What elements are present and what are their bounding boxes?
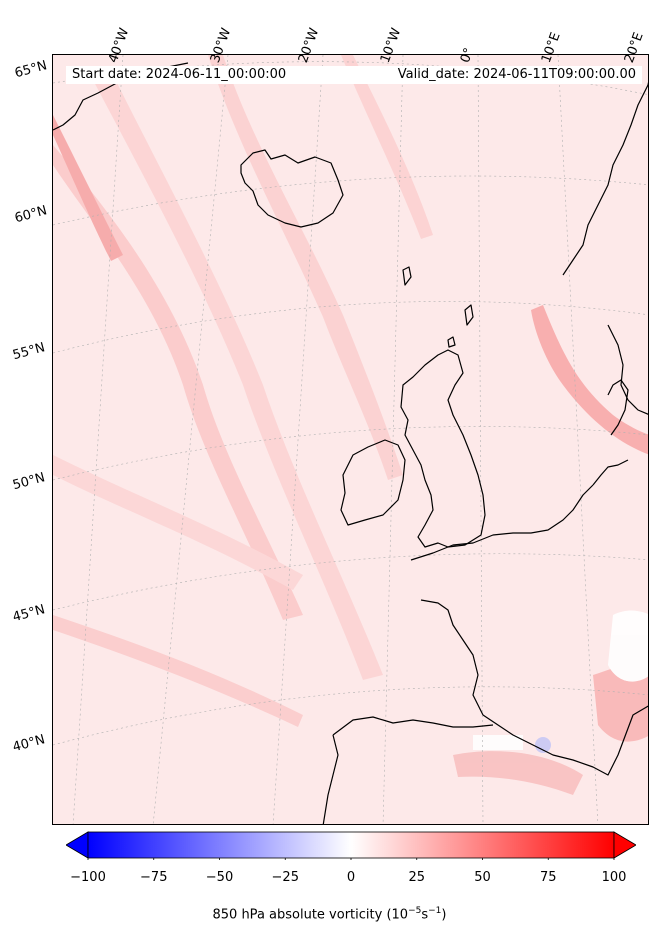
vorticity-band	[208, 55, 403, 480]
colorbar-tick-label: −50	[205, 870, 234, 885]
parallel-45n	[53, 553, 648, 611]
ireland-coast	[340, 439, 406, 526]
colorbar-body	[87, 831, 615, 859]
lat-label-50n: 50°N	[11, 470, 47, 494]
colorbar-tick-label: −75	[140, 870, 168, 885]
coastlines	[53, 62, 648, 824]
colorbar-title-unit: s	[421, 907, 429, 923]
parallel-40n	[53, 686, 648, 746]
scotland-coast	[400, 349, 486, 548]
parallel-55n	[53, 301, 648, 354]
colorbar-title-main: 850 hPa absolute vorticity (10	[212, 907, 409, 923]
meridian-0	[477, 55, 484, 824]
vorticity-negative-spot	[535, 737, 551, 753]
colorbar-ticks	[87, 858, 615, 860]
shetland-islands	[464, 304, 474, 326]
sweden-coast	[607, 324, 648, 415]
colorbar-extend-high	[613, 831, 636, 859]
meridian-40w	[72, 55, 124, 824]
graticule	[53, 55, 648, 824]
lat-label-45n: 45°N	[11, 602, 47, 626]
colorbar-tick-label: 100	[601, 870, 627, 885]
vorticity-band	[53, 455, 303, 590]
vorticity-band	[53, 145, 303, 620]
norway-coast	[562, 81, 648, 276]
meridian-20w	[272, 55, 324, 824]
lat-label-60n: 60°N	[13, 203, 49, 227]
france-coast	[410, 484, 594, 716]
vorticity-field	[53, 55, 648, 795]
iberia-coast	[322, 705, 648, 824]
lat-label-65n: 65°N	[13, 58, 49, 82]
colorbar-tick-label: 50	[474, 870, 491, 885]
vorticity-band	[608, 610, 648, 682]
vorticity-band	[53, 115, 123, 261]
vorticity-band	[453, 751, 583, 795]
colorbar-title: 850 hPa absolute vorticity (10−5s−1)	[0, 906, 659, 922]
meridian-10w	[382, 55, 404, 824]
colorbar-title-end: )	[441, 907, 447, 923]
map-panel	[52, 54, 649, 825]
colorbar-extend-low	[66, 831, 89, 859]
meridian-10e	[557, 55, 599, 824]
vorticity-band	[473, 735, 523, 750]
vorticity-map	[53, 55, 648, 824]
vorticity-band	[531, 305, 648, 455]
meridian-30w	[152, 55, 229, 824]
vorticity-band	[93, 75, 383, 680]
denmark-coast	[607, 379, 629, 436]
iceland-coast	[240, 149, 344, 228]
valid-date-label: Valid_date: 2024-06-11T09:00:00.00	[362, 66, 642, 84]
colorbar-title-exp2: −1	[428, 906, 442, 916]
faroe-islands	[402, 266, 412, 286]
parallel-50n	[53, 426, 648, 481]
parallel-60n	[53, 175, 648, 226]
colorbar	[66, 831, 636, 860]
start-date-label: Start date: 2024-06-11_00:00:00	[66, 66, 368, 84]
colorbar-title-exp1: −5	[408, 906, 422, 916]
colorbar-tick-label: −100	[70, 870, 106, 885]
colorbar-tick-label: 25	[408, 870, 426, 885]
vorticity-band	[341, 55, 433, 239]
lat-label-40n: 40°N	[11, 732, 47, 756]
colorbar-tick-label: 75	[539, 870, 557, 885]
vorticity-band	[53, 615, 303, 727]
netherlands-coast	[592, 459, 629, 486]
lat-label-55n: 55°N	[11, 340, 47, 364]
colorbar-tick-label: 0	[346, 870, 356, 885]
colorbar-tick-label: −25	[271, 870, 299, 885]
orkney	[447, 336, 456, 348]
